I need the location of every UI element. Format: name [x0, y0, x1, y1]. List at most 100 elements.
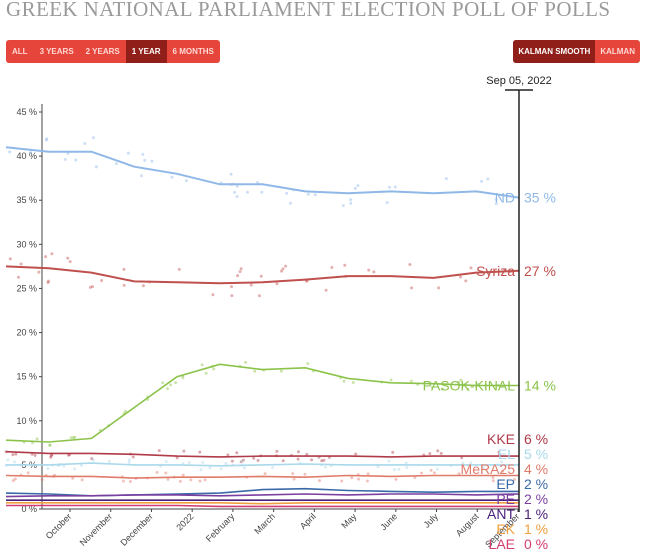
poll-dot-nd — [349, 198, 353, 202]
poll-dot-el — [404, 461, 408, 465]
poll-dot-syriza — [236, 274, 240, 278]
poll-dot-el — [6, 458, 10, 462]
poll-dot-nd — [494, 198, 498, 202]
poll-dot-pasok-kinal — [48, 443, 52, 447]
poll-dot-pasok-kinal — [279, 369, 283, 373]
series-value-label: 6 % — [524, 431, 548, 447]
poll-dot-syriza — [230, 294, 234, 298]
series-name-label: EP — [496, 476, 515, 492]
poll-dot-kke — [460, 456, 464, 460]
time-range-selector: ALL 3 YEARS 2 YEARS 1 YEAR 6 MONTHS — [6, 40, 220, 63]
poll-dot-pasok-kinal — [200, 363, 204, 367]
poll-dot-el — [79, 463, 83, 467]
poll-dot-pasok-kinal — [253, 369, 257, 373]
poll-dot-syriza — [259, 274, 263, 278]
poll-dot-syriza — [249, 283, 253, 287]
series-value-label: 2 % — [524, 476, 548, 492]
poll-dot-syriza — [46, 280, 50, 284]
series-value-label: 5 % — [524, 446, 548, 462]
poll-dot-el — [240, 459, 244, 463]
series-line-nd[interactable] — [5, 146, 520, 199]
range-2-years-button[interactable]: 2 YEARS — [85, 47, 120, 56]
series-line-syriza[interactable] — [5, 265, 520, 285]
y-tick-label: 30 % — [16, 239, 37, 249]
series-name-label: PE — [496, 491, 515, 507]
poll-dot-pasok-kinal — [123, 409, 127, 413]
poll-dot-kke — [354, 452, 358, 456]
poll-dot-el — [13, 460, 17, 464]
range-all-button[interactable]: ALL — [12, 47, 28, 56]
poll-dot-syriza — [284, 264, 288, 268]
poll-dot-nd — [245, 190, 249, 194]
poll-dot-el — [201, 460, 205, 464]
poll-dot-syriza — [122, 267, 126, 271]
poll-dot-mera25 — [71, 476, 75, 480]
poll-dot-pasok-kinal — [72, 436, 76, 440]
poll-dot-mera25 — [11, 479, 15, 483]
poll-dot-pasok-kinal — [306, 362, 310, 366]
series-name-label: Syriza — [476, 263, 515, 279]
poll-dot-el — [500, 460, 504, 464]
poll-dot-nd — [45, 137, 49, 141]
poll-dot-pasok-kinal — [174, 381, 178, 385]
poll-dot-kke — [14, 452, 18, 456]
poll-dot-el — [127, 460, 131, 464]
poll-dot-nd — [229, 172, 233, 176]
series-end-labels: ND 35 % Syriza 27 % PASOK-KINAL 14 % KKE 6 % EL 5… — [423, 190, 556, 552]
poll-dot-kke — [239, 460, 243, 464]
poll-dot-mera25 — [263, 472, 267, 476]
poll-dot-kke — [198, 450, 202, 454]
poll-dot-kke — [320, 459, 324, 463]
poll-dot-syriza — [458, 275, 462, 279]
poll-dot-kke — [296, 450, 300, 454]
poll-dot-kke — [436, 449, 440, 453]
series-line-pasok-kinal[interactable] — [5, 363, 519, 443]
poll-dot-pasok-kinal — [409, 379, 413, 383]
y-tick-label: 35 % — [16, 195, 37, 205]
series-line-kke[interactable] — [5, 450, 519, 458]
poll-dot-mera25 — [491, 479, 495, 483]
poll-dot-syriza — [68, 260, 72, 264]
poll-dot-nd — [114, 162, 118, 166]
series-name-label: ANT — [487, 506, 515, 522]
poll-dot-mera25 — [80, 478, 84, 482]
poll-dot-kke — [67, 453, 71, 457]
series-line-lae[interactable] — [6, 504, 519, 508]
series-lines — [5, 146, 520, 508]
poll-dot-nd — [444, 177, 448, 181]
poll-dot-pasok-kinal — [459, 378, 463, 382]
series-line-ek[interactable] — [6, 502, 519, 505]
poll-dot-syriza — [372, 270, 376, 274]
poll-dot-nd — [479, 179, 483, 183]
series-value-label: 27 % — [524, 263, 556, 279]
poll-dot-el — [127, 458, 131, 462]
poll-dot-syriza — [44, 255, 48, 259]
series-line-mera25[interactable] — [5, 474, 519, 479]
poll-dot-nd — [385, 201, 389, 205]
range-3-years-button[interactable]: 3 YEARS — [39, 47, 74, 56]
poll-dot-nd — [143, 158, 147, 162]
y-tick-label: 40 % — [16, 151, 37, 161]
poll-dot-nd — [233, 190, 237, 194]
poll-dot-nd — [353, 186, 357, 190]
poll-dot-mera25 — [501, 469, 505, 473]
range-1-year-button[interactable]: 1 YEAR — [125, 40, 167, 63]
poll-dot-kke — [256, 458, 260, 462]
x-tick-label: February — [204, 511, 237, 544]
poll-dot-syriza — [408, 262, 412, 266]
series-line-pe[interactable] — [5, 493, 520, 498]
date-cursor[interactable]: Sep 05, 2022 — [486, 75, 552, 512]
poll-dot-mera25 — [203, 478, 207, 482]
y-tick-label: 10 % — [16, 416, 37, 426]
poll-dot-syriza — [324, 288, 328, 292]
poll-dot-syriza — [281, 267, 285, 271]
poll-dot-syriza — [469, 266, 473, 270]
poll-dot-pasok-kinal — [169, 383, 173, 387]
series-line-el[interactable] — [6, 462, 519, 467]
poll-dot-kke — [275, 449, 279, 453]
poll-dot-nd — [94, 165, 98, 169]
kalman-button[interactable]: KALMAN — [600, 47, 635, 56]
kalman-smooth-button[interactable]: KALMAN SMOOTH — [513, 40, 596, 63]
range-6-months-button[interactable]: 6 MONTHS — [172, 47, 214, 56]
x-tick-label: June — [378, 511, 399, 532]
